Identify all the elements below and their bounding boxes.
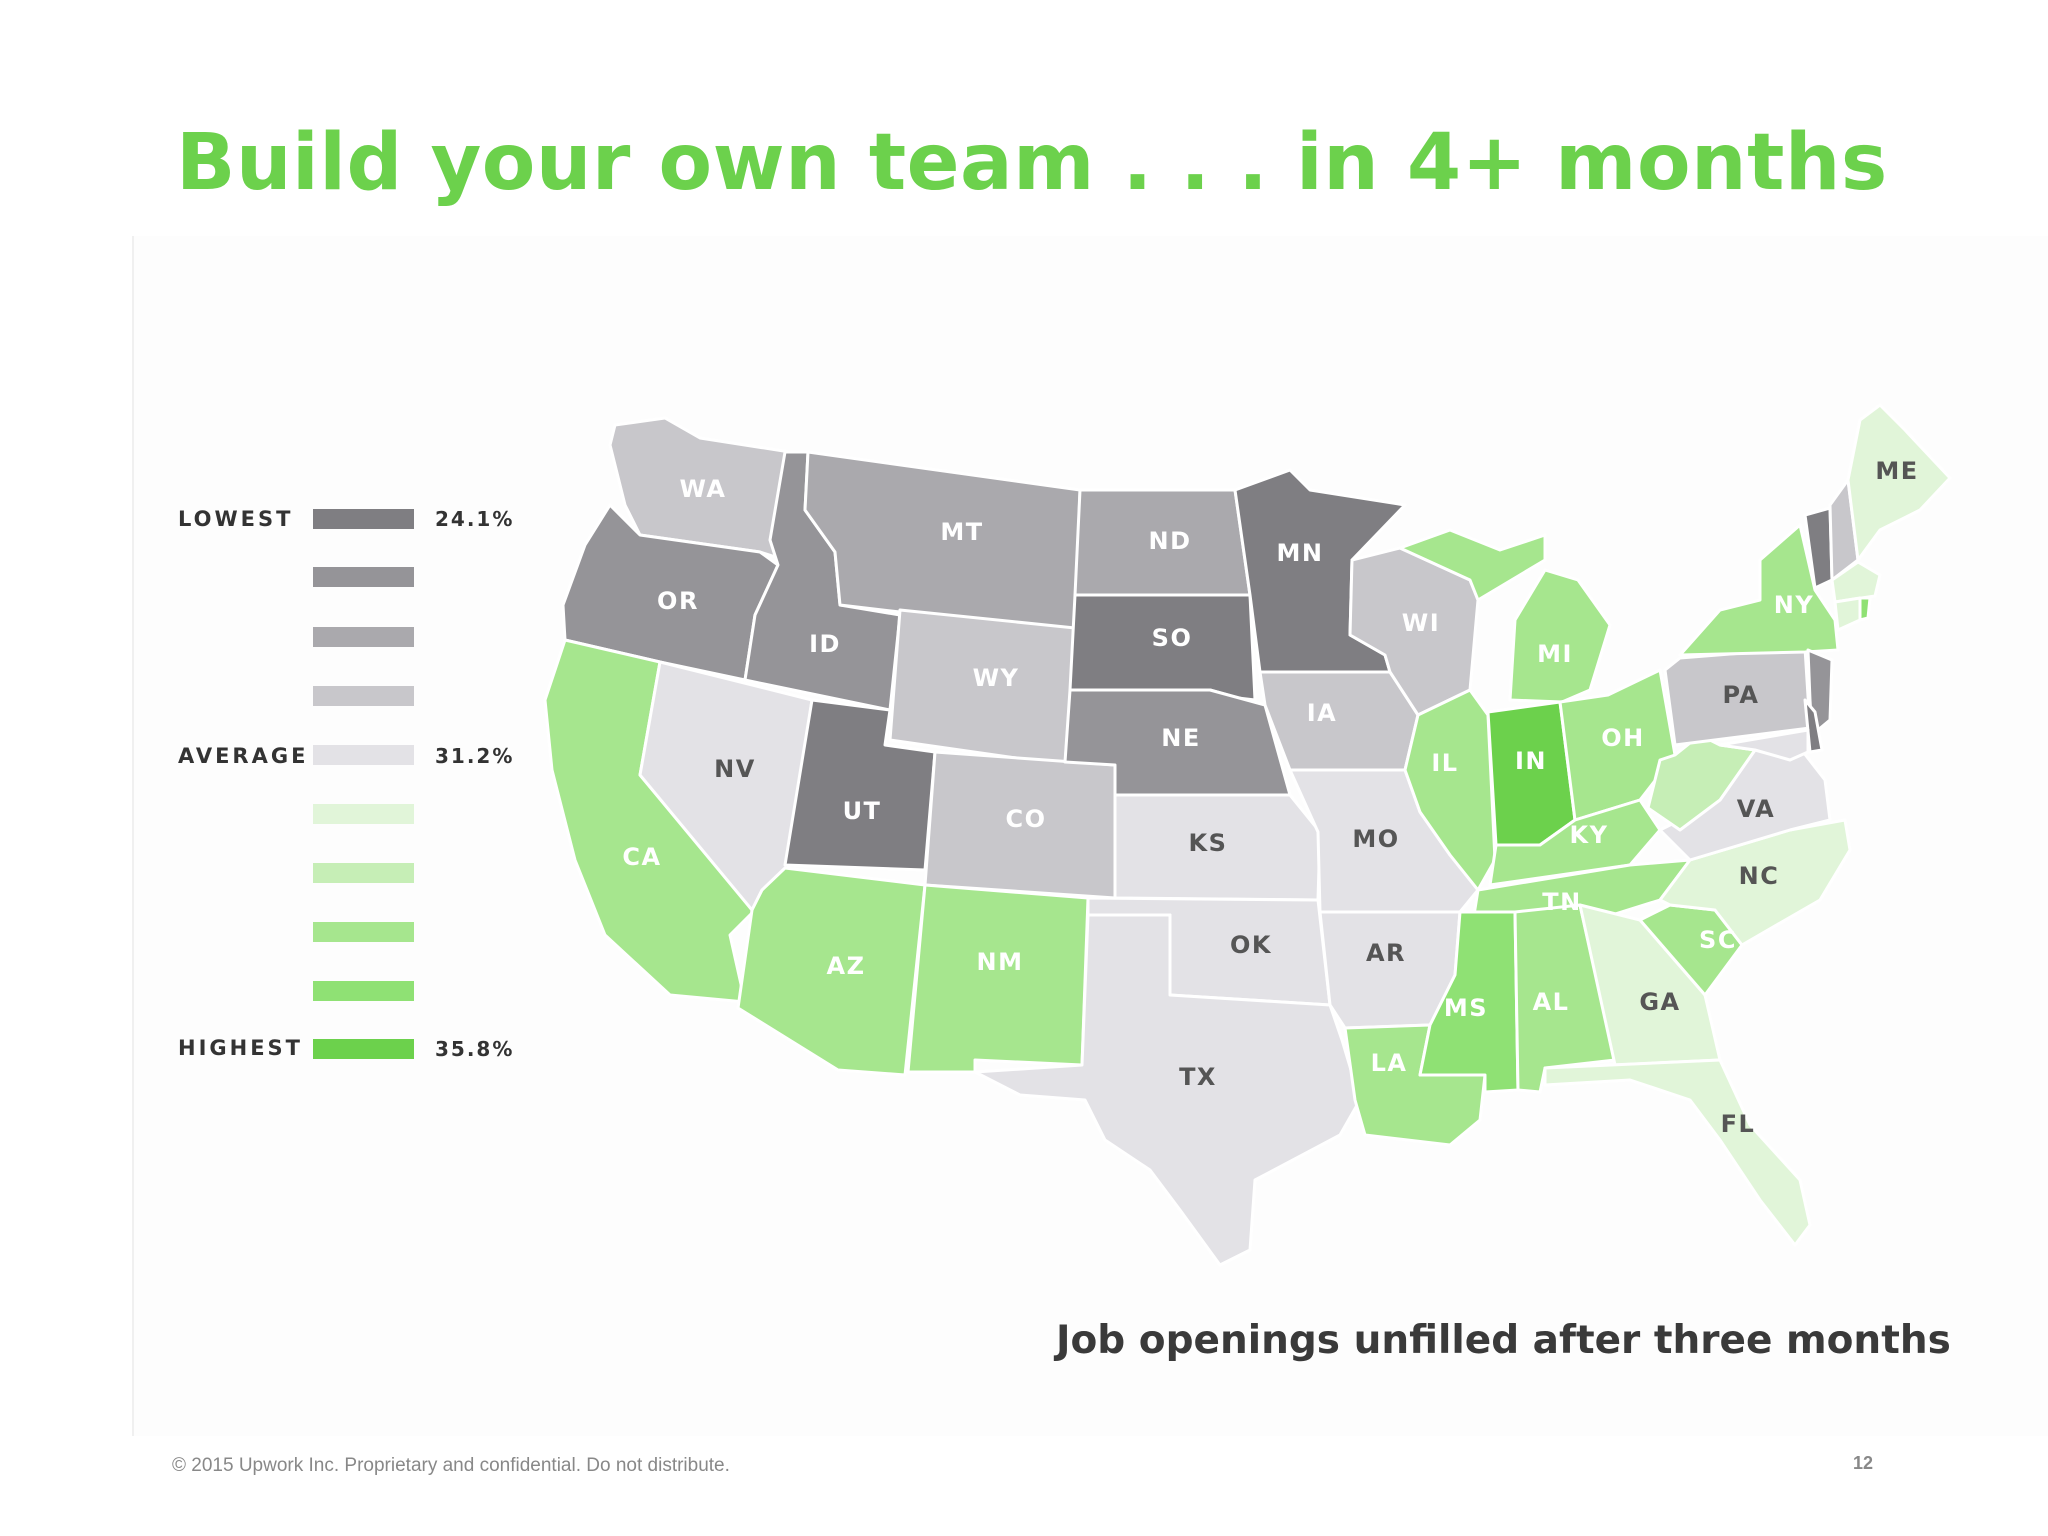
legend-lowest-value: 24.1%: [435, 507, 515, 531]
legend-average-value: 31.2%: [435, 744, 515, 768]
state-label-wy: WY: [973, 664, 1020, 692]
state-label-me: ME: [1875, 457, 1918, 485]
state-wa[interactable]: [608, 416, 792, 562]
state-ri[interactable]: [1858, 596, 1872, 622]
legend-swatch-8: [313, 981, 414, 1001]
legend-swatch-5: [313, 804, 414, 824]
state-label-mn: MN: [1277, 539, 1324, 567]
state-label-az: AZ: [827, 952, 866, 980]
state-label-ar: AR: [1366, 939, 1406, 967]
state-label-id: ID: [809, 630, 841, 658]
legend-lowest-label: LOWEST: [178, 507, 294, 531]
page-number: 12: [1853, 1453, 1874, 1473]
state-label-ga: GA: [1639, 988, 1680, 1016]
slide-title: Build your own team . . . in 4+ months: [176, 118, 1888, 208]
legend-swatch-6: [313, 863, 414, 883]
state-nm[interactable]: [906, 883, 1090, 1074]
state-label-sd: SO: [1152, 624, 1193, 652]
legend-average-label: AVERAGE: [178, 744, 309, 768]
state-label-ca: CA: [622, 843, 661, 871]
state-label-al: AL: [1533, 988, 1570, 1016]
state-michigan-up[interactable]: [1398, 528, 1547, 602]
state-me[interactable]: [1846, 403, 1952, 562]
state-ga[interactable]: [1578, 903, 1722, 1067]
legend-highest-value: 35.8%: [435, 1037, 515, 1061]
state-label-pa: PA: [1723, 681, 1760, 709]
state-label-fl: FL: [1721, 1110, 1756, 1138]
state-label-mo: MO: [1352, 825, 1399, 853]
legend-swatch-3: [313, 686, 414, 706]
state-ia[interactable]: [1258, 670, 1420, 772]
state-label-ks: KS: [1189, 829, 1228, 857]
state-ky[interactable]: [1488, 798, 1662, 887]
state-label-mi: MI: [1537, 640, 1573, 668]
legend-highest-label: HIGHEST: [178, 1036, 303, 1060]
state-md[interactable]: [1718, 728, 1810, 762]
state-label-ky: KY: [1570, 821, 1609, 849]
state-ma[interactable]: [1830, 560, 1882, 604]
state-label-wa: WA: [680, 475, 727, 503]
state-ct[interactable]: [1833, 596, 1862, 632]
legend: LOWEST AVERAGE HIGHEST 24.1% 31.2% 35.8%: [134, 236, 694, 1336]
state-fl[interactable]: [1543, 1058, 1812, 1247]
legend-swatch-0: [313, 509, 414, 529]
legend-swatch-9: [313, 1039, 414, 1059]
state-label-ia: IA: [1307, 699, 1338, 727]
legend-swatch-2: [313, 627, 414, 647]
state-label-ne: NE: [1161, 724, 1200, 752]
state-label-ny: NY: [1774, 591, 1814, 619]
state-label-tn: TN: [1542, 888, 1581, 916]
state-label-il: IL: [1431, 749, 1458, 777]
legend-swatch-1: [313, 567, 414, 587]
legend-swatch-7: [313, 922, 414, 942]
state-label-ut: UT: [843, 797, 882, 825]
state-label-va: VA: [1737, 795, 1776, 823]
copyright-footer: © 2015 Upwork Inc. Proprietary and confi…: [172, 1455, 730, 1476]
state-label-nm: NM: [977, 948, 1024, 976]
state-label-in: IN: [1515, 747, 1547, 775]
legend-swatch-4: [313, 745, 414, 765]
state-label-tx: TX: [1179, 1063, 1217, 1091]
map-caption: Job openings unfilled after three months: [1056, 1318, 1951, 1363]
state-label-oh: OH: [1601, 724, 1645, 752]
state-tx[interactable]: [973, 913, 1362, 1267]
state-mi[interactable]: [1508, 568, 1612, 704]
frame-divider: [132, 236, 134, 1436]
state-label-sc: SC: [1699, 926, 1737, 954]
state-pa[interactable]: [1663, 646, 1812, 747]
state-label-mt: MT: [940, 518, 983, 546]
state-label-nv: NV: [714, 755, 756, 783]
state-label-wi: WI: [1402, 609, 1440, 637]
state-label-ok: OK: [1230, 931, 1272, 959]
state-label-nc: NC: [1739, 862, 1780, 890]
state-label-nd: ND: [1148, 527, 1191, 555]
state-label-la: LA: [1371, 1049, 1408, 1077]
state-label-or: OR: [657, 587, 699, 615]
state-ny[interactable]: [1678, 523, 1840, 657]
state-label-ms: MS: [1444, 994, 1488, 1022]
state-label-co: CO: [1005, 805, 1046, 833]
